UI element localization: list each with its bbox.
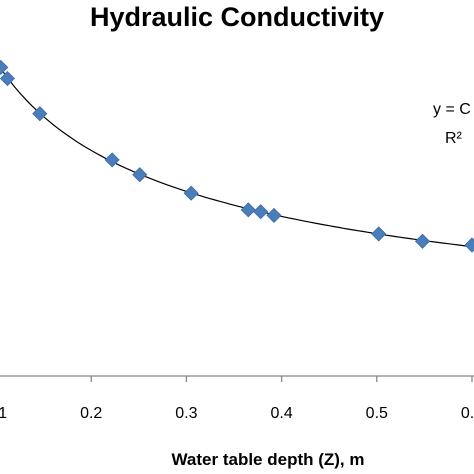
x-tick-label: 0.3 — [175, 405, 197, 422]
x-tick-label: 0.1 — [0, 405, 7, 422]
x-axis-label: Water table depth (Z), m — [172, 450, 365, 469]
data-point — [266, 207, 282, 223]
data-point — [0, 59, 9, 75]
data-point — [464, 237, 474, 253]
x-ticks: 0.1 0.2 0.3 0.4 0.5 0.6 — [0, 376, 474, 422]
data-points — [0, 59, 474, 253]
data-point — [253, 204, 269, 220]
trendline — [0, 66, 473, 248]
data-point — [132, 167, 148, 183]
chart-title: Hydraulic Conductivity — [90, 2, 384, 32]
data-point — [0, 70, 15, 87]
data-point — [371, 226, 387, 242]
r-squared-label: R² — [445, 130, 463, 147]
data-point — [104, 152, 120, 168]
trendline-equation: y = C — [433, 101, 471, 118]
x-tick-label: 0.4 — [270, 405, 292, 422]
x-tick-label: 0.6 — [461, 405, 474, 422]
data-point — [240, 202, 256, 218]
data-point — [414, 233, 431, 249]
data-point — [32, 106, 48, 122]
x-tick-label: 0.5 — [366, 405, 388, 422]
data-point — [183, 185, 199, 201]
x-tick-label: 0.2 — [80, 405, 102, 422]
